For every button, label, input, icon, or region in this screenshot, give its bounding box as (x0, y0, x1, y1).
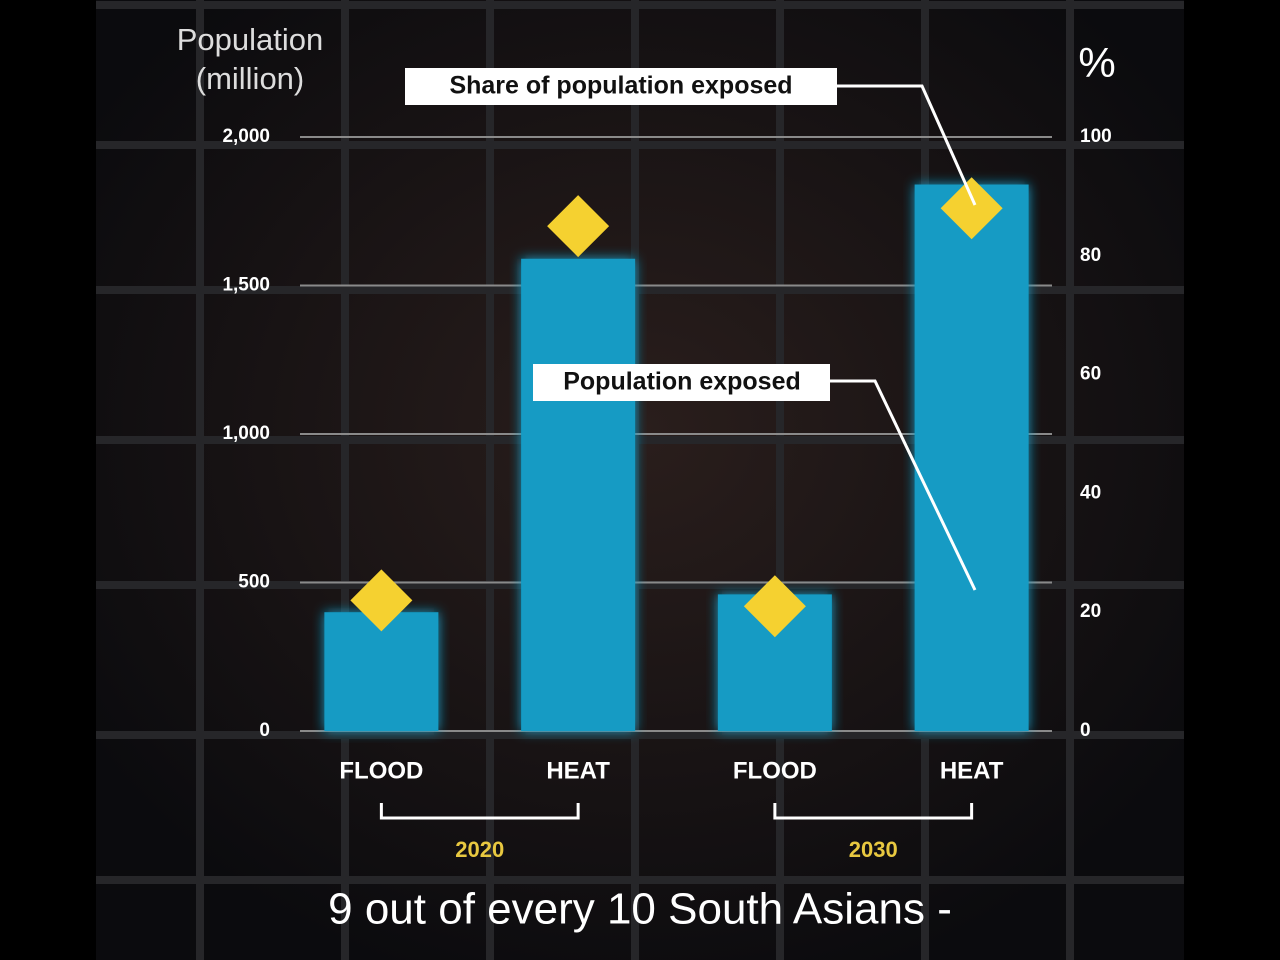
y2-tick-label: 40 (1080, 482, 1101, 503)
y-axis-title: Population (million) (176, 22, 324, 96)
y2-tick-label: 80 (1080, 245, 1101, 266)
y2-tick-label: 60 (1080, 364, 1101, 385)
group-label: 2020 (455, 837, 504, 862)
callout: Population exposed (563, 368, 801, 396)
y2-tick-label: 20 (1080, 601, 1101, 622)
callout-box (533, 364, 830, 401)
diamond-marker (547, 195, 610, 258)
x-tick-label: HEAT (546, 757, 610, 784)
group-label: 2030 (849, 837, 898, 862)
diamond-marker (940, 177, 1003, 240)
x-tick-label: FLOOD (733, 757, 817, 784)
leader-line (830, 379, 977, 591)
y2-axis-title: % (1078, 39, 1115, 86)
x-tick-label: FLOOD (339, 757, 423, 784)
y-tick-label: 1,000 (222, 423, 270, 444)
x-tick-label: HEAT (940, 757, 1004, 784)
caption: 9 out of every 10 South Asians - (328, 885, 952, 934)
group-bracket (773, 803, 974, 820)
y2-tick-label: 100 (1080, 126, 1112, 147)
y-tick-label: 0 (259, 720, 270, 741)
group-bracket (379, 803, 580, 820)
diamond-marker (743, 575, 806, 638)
callout: Share of population exposed (449, 72, 792, 100)
leader-line (837, 84, 977, 206)
y-tick-label: 500 (238, 572, 270, 593)
y2-tick-label: 0 (1080, 720, 1091, 741)
bar (521, 258, 636, 731)
y-tick-label: 2,000 (222, 126, 270, 147)
y-tick-label: 1,500 (222, 275, 270, 296)
callout-box (405, 68, 837, 105)
bar (324, 612, 439, 731)
bar (914, 184, 1029, 731)
diamond-marker (350, 569, 413, 632)
